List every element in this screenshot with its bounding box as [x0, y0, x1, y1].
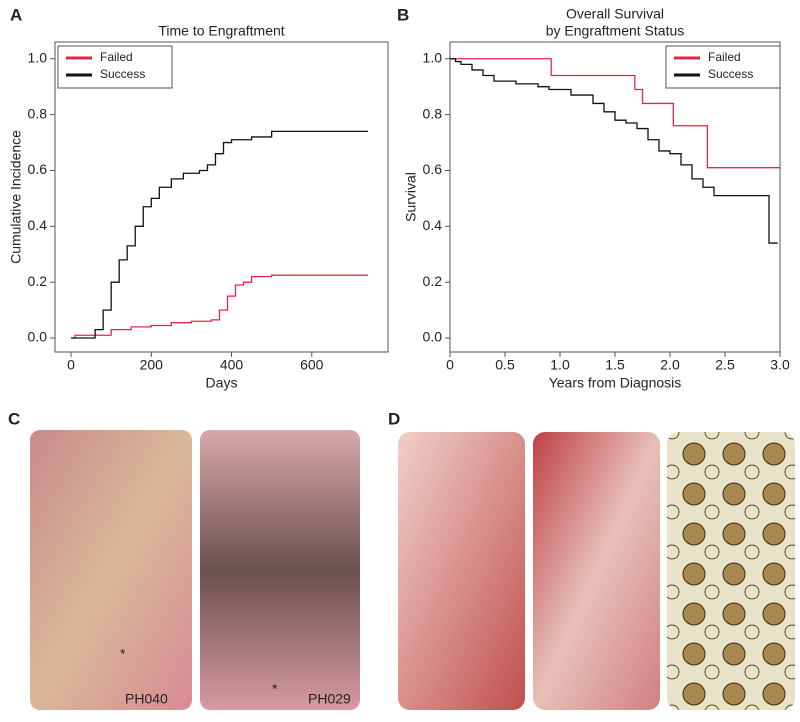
x-tick-label: 0 [67, 357, 75, 373]
photo-mark: * [272, 681, 278, 697]
photo [667, 432, 795, 710]
y-tick-label: 0.0 [28, 329, 48, 345]
y-tick-label: 0.6 [423, 161, 443, 177]
photo-label: PH029 [308, 691, 351, 707]
y-tick-label: 1.0 [28, 49, 48, 65]
panel-label: C [8, 409, 20, 428]
chart-title: by Engraftment Status [546, 23, 685, 39]
legend-box [665, 45, 781, 89]
x-tick-label: 600 [300, 357, 324, 373]
panel-label: B [397, 5, 409, 24]
x-tick-label: 2.5 [715, 357, 735, 373]
step-line [71, 274, 368, 339]
x-tick-label: 3.0 [770, 357, 790, 373]
y-axis-label: Cumulative Incidence [8, 130, 24, 264]
x-tick-label: 0.5 [495, 357, 515, 373]
legend-label: Success [708, 67, 753, 81]
panel-label: D [388, 409, 400, 428]
legend-label: Failed [708, 50, 741, 64]
photo-label: PH040 [125, 691, 168, 707]
x-tick-label: 400 [220, 357, 244, 373]
step-line [450, 58, 778, 244]
plot-frame [54, 41, 389, 353]
x-axis-label: Days [206, 375, 238, 391]
x-tick-label: 1.5 [605, 357, 625, 373]
x-axis-label: Years from Diagnosis [549, 375, 682, 391]
y-tick-label: 0.4 [28, 217, 48, 233]
y-tick-label: 0.0 [423, 329, 443, 345]
step-line [71, 130, 368, 339]
x-tick-label: 1.0 [550, 357, 570, 373]
legend-label: Failed [100, 50, 133, 64]
photo-mark: * [120, 646, 126, 662]
y-tick-label: 0.8 [28, 105, 48, 121]
legend-label: Success [100, 67, 145, 81]
photo [200, 430, 360, 710]
chart-title: Overall Survival [566, 6, 664, 22]
x-tick-label: 200 [140, 357, 164, 373]
x-tick-label: 0 [446, 357, 454, 373]
photo [30, 430, 192, 710]
y-axis-label: Survival [403, 172, 419, 222]
photo [533, 432, 660, 710]
y-tick-label: 0.2 [28, 273, 48, 289]
chart-title: Time to Engraftment [158, 23, 284, 39]
y-tick-label: 0.2 [423, 273, 443, 289]
photo [398, 432, 525, 710]
y-tick-label: 0.4 [423, 217, 443, 233]
panel-label: A [10, 5, 22, 24]
x-tick-label: 2.0 [660, 357, 680, 373]
legend-box [57, 45, 173, 89]
y-tick-label: 1.0 [423, 49, 443, 65]
y-tick-label: 0.8 [423, 105, 443, 121]
step-line [450, 58, 780, 169]
y-tick-label: 0.6 [28, 161, 48, 177]
